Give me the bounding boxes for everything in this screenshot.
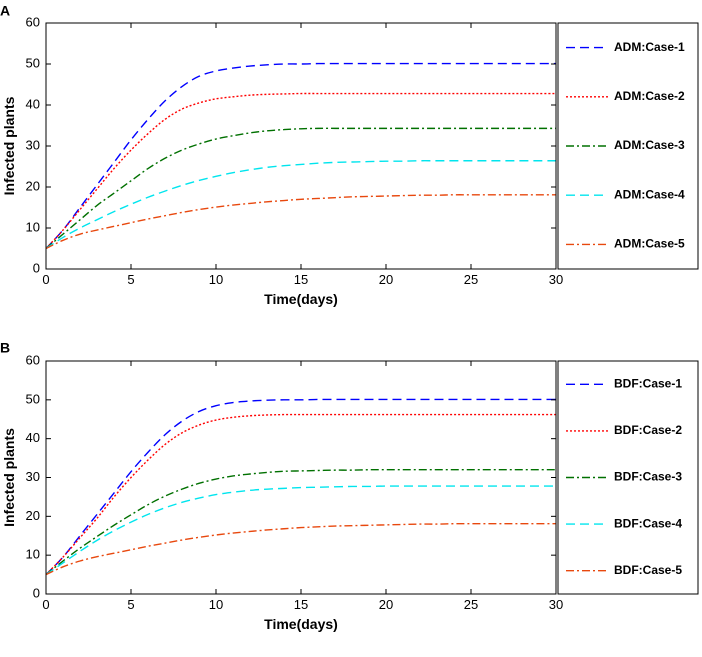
chart0-series-2-line <box>46 127 556 250</box>
chart0-xtick-label-0: 0 <box>42 272 49 287</box>
chart1-xtick-label-6: 30 <box>549 597 563 612</box>
chart1-panel-letter: B <box>0 340 10 356</box>
chart0-panel-letter: A <box>0 3 10 19</box>
chart0-legend-label-4: ADM:Case-5 <box>614 237 685 251</box>
chart1-legend-label-3: BDF:Case-4 <box>614 516 682 530</box>
chart0-ytick-label-3: 30 <box>26 137 40 152</box>
chart1-xtick-label-0: 0 <box>42 597 49 612</box>
chart0-ytick-label-2: 20 <box>26 178 40 193</box>
chart0-xtick-label-5: 25 <box>464 272 478 287</box>
chart1-series-0-line <box>46 398 556 576</box>
chart0-legend-box <box>557 22 699 270</box>
chart1-ytick-label-6: 60 <box>26 352 40 367</box>
chart0-ytick-label-5: 50 <box>26 55 40 70</box>
chart0-series-0-line <box>46 62 556 249</box>
chart0-xtick-label-3: 15 <box>294 272 308 287</box>
chart0-panel: A 0 5 10 15 20 25 30 0 10 20 30 40 50 60 Time(days) Infe… <box>0 3 699 307</box>
chart0-series-4-line <box>46 194 556 250</box>
chart1-ytick-label-1: 10 <box>26 547 40 562</box>
chart0-ytick-label-1: 10 <box>26 219 40 234</box>
chart1-series-1-line <box>46 413 556 576</box>
chart1-xlabel: Time(days) <box>264 616 338 632</box>
chart1-legend-label-1: BDF:Case-2 <box>614 423 682 437</box>
chart0-xtick-label-2: 10 <box>209 272 223 287</box>
chart1-xtick-label-3: 15 <box>294 597 308 612</box>
chart1-xtick-label-2: 10 <box>209 597 223 612</box>
chart1-legend-box <box>557 360 699 595</box>
chart1-ylabel: Infected plants <box>1 428 17 527</box>
chart1-panel: B 0 5 10 15 20 25 30 0 10 20 30 40 50 60 Time(days) Infe… <box>0 340 699 632</box>
chart1-legend-label-2: BDF:Case-3 <box>614 470 682 484</box>
chart0-xtick-label-4: 20 <box>379 272 393 287</box>
chart0-series-1-line <box>46 92 556 249</box>
chart0-legend-label-0: ADM:Case-1 <box>614 40 685 54</box>
chart0-legend-label-3: ADM:Case-4 <box>614 187 685 201</box>
chart0-axes-box <box>45 22 557 270</box>
chart0-legend-label-2: ADM:Case-3 <box>614 138 685 152</box>
chart0-xtick-label-1: 5 <box>127 272 134 287</box>
chart0-ytick-label-6: 60 <box>26 14 40 29</box>
chart1-ytick-label-4: 40 <box>26 430 40 445</box>
chart1-xtick-label-4: 20 <box>379 597 393 612</box>
chart1-legend-label-4: BDF:Case-5 <box>614 563 682 577</box>
chart1-series-2-line <box>46 469 556 576</box>
chart1-xtick-label-5: 25 <box>464 597 478 612</box>
chart0-legend-label-1: ADM:Case-2 <box>614 89 685 103</box>
chart0-xlabel: Time(days) <box>264 291 338 307</box>
chart1-xtick-label-1: 5 <box>127 597 134 612</box>
chart1-legend-label-0: BDF:Case-1 <box>614 376 682 390</box>
chart1-ytick-label-0: 0 <box>33 585 40 600</box>
chart1-series-4-line <box>46 522 556 576</box>
chart0-series-3-line <box>46 160 556 250</box>
chart0-ylabel: Infected plants <box>1 96 17 195</box>
chart1-ytick-label-5: 50 <box>26 391 40 406</box>
chart1-series-3-line <box>46 485 556 576</box>
chart1-ytick-label-3: 30 <box>26 469 40 484</box>
chart1-ytick-label-2: 20 <box>26 508 40 523</box>
chart1-axes-box <box>45 360 557 595</box>
chart0-ytick-label-4: 40 <box>26 96 40 111</box>
chart0-xtick-label-6: 30 <box>549 272 563 287</box>
chart0-ytick-label-0: 0 <box>33 260 40 275</box>
